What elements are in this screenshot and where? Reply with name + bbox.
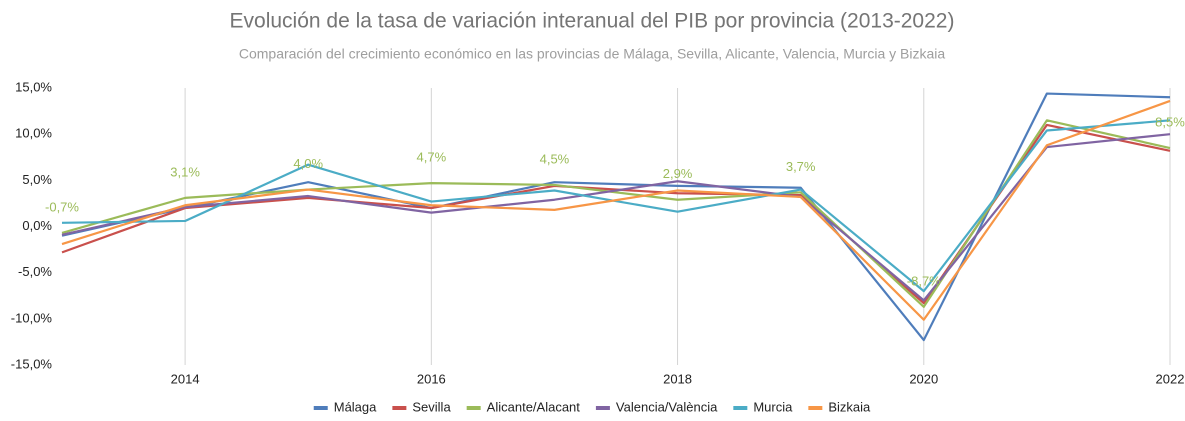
data-label: 4,0% (293, 156, 323, 171)
legend-label: Bizkaia (828, 399, 871, 414)
data-label: 4,7% (417, 150, 447, 165)
y-tick-label: -15,0% (11, 356, 53, 371)
y-tick-label: 5,0% (22, 172, 52, 187)
y-tick-label: 10,0% (15, 126, 52, 141)
y-tick-label: 15,0% (15, 79, 52, 94)
legend-label: Sevilla (412, 399, 451, 414)
x-tick-label: 2014 (171, 371, 200, 386)
data-label: 2,9% (663, 166, 693, 181)
y-tick-label: -5,0% (18, 264, 52, 279)
legend-label: Alicante/Alacant (487, 399, 581, 414)
series-line (61, 119, 1171, 308)
data-label: 3,7% (786, 159, 816, 174)
series-line (61, 92, 1171, 342)
data-label: 4,5% (540, 151, 570, 166)
x-tick-label: 2018 (663, 371, 692, 386)
series-line (61, 123, 1171, 305)
data-label: 8,5% (1155, 114, 1185, 129)
data-label: 3,1% (170, 164, 200, 179)
data-label: -8,7% (907, 273, 941, 288)
series-line (61, 133, 1171, 302)
legend-label: Valencia/València (616, 399, 718, 414)
x-tick-label: 2016 (417, 371, 446, 386)
y-tick-label: -10,0% (11, 310, 53, 325)
legend: Málaga Sevilla Alicante/Alacant Valencia/Va… (313, 399, 871, 414)
series-line (61, 99, 1171, 321)
y-tick-label: 0,0% (22, 218, 52, 233)
chart-title: Evolución de la tasa de variación intera… (230, 10, 955, 33)
x-tick-label: 2020 (909, 371, 938, 386)
x-tick-label: 2022 (1156, 371, 1185, 386)
chart-subtitle: Comparación del crecimiento económico en… (239, 46, 946, 62)
legend-label: Murcia (753, 399, 793, 414)
legend-label: Málaga (334, 399, 377, 414)
data-label: -0,7% (45, 199, 79, 214)
